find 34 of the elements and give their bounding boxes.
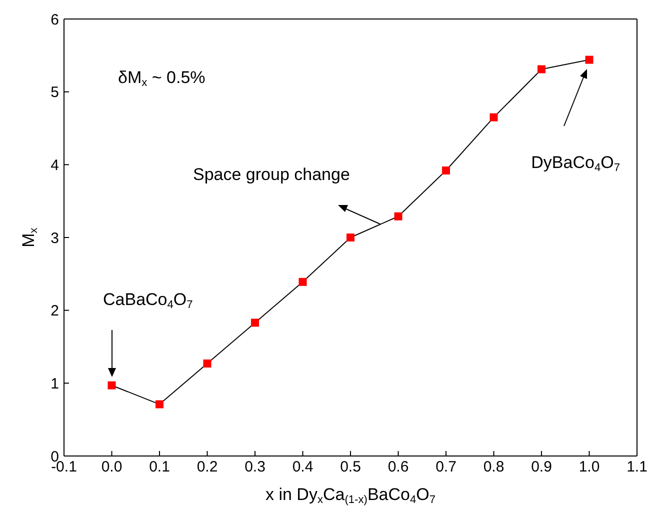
x-tick-label: 0.8 (483, 458, 504, 476)
y-tick-label: 5 (50, 84, 59, 102)
annotation: δM$_{x}$ ~ 0.5% (118, 68, 206, 89)
point (298, 278, 307, 286)
x-tick-label: 0.3 (244, 458, 266, 476)
point (108, 381, 116, 390)
x-tick-label: 0.0 (101, 458, 122, 476)
point (251, 318, 259, 327)
x-tick-label: 1.0 (578, 458, 600, 476)
point (203, 360, 212, 368)
annotation: CaBaCo$_{4}$O$_{7}$ (103, 290, 193, 311)
point (394, 212, 402, 220)
x-tick-label: 0.4 (292, 458, 314, 476)
annotation: Space group change (193, 165, 350, 184)
x-axis-title: x in Dy$_{x}$Ca$_{(1-x)}$BaCo$_{4}$O$_{7}$ (265, 485, 436, 506)
x-tick-label: 1.1 (626, 458, 648, 476)
x-tick-label: 0.5 (340, 458, 361, 476)
point (538, 65, 546, 74)
point (346, 234, 354, 242)
annotation: DyBaCo$_{4}$O$_{7}$ (531, 153, 620, 174)
point (585, 56, 594, 64)
y-tick-label: 1 (50, 375, 59, 392)
x-tick-label: 0.9 (531, 458, 552, 476)
y-tick-label: 6 (50, 11, 59, 28)
y-tick-label: 4 (50, 156, 59, 174)
point (490, 113, 498, 122)
x-tick-label: 0.1 (149, 458, 170, 476)
y-tick-label: 2 (50, 302, 59, 320)
point (442, 166, 450, 174)
x-tick-label: 0.2 (196, 458, 218, 476)
x-tick-label: 0.7 (436, 458, 456, 476)
point (156, 400, 164, 408)
x-tick-label: 0.6 (388, 458, 409, 476)
y-tick-label: 3 (50, 230, 59, 247)
